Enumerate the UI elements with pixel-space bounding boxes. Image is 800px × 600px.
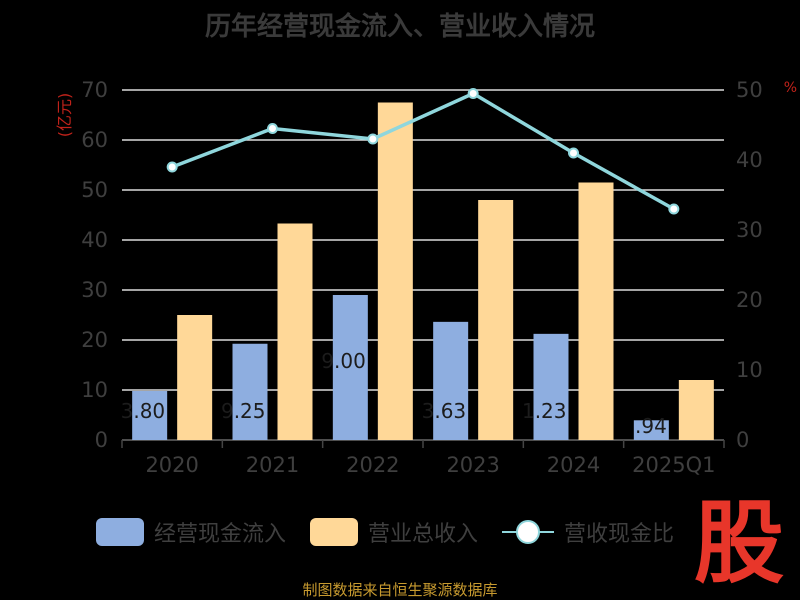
- line-ratio: [171, 91, 675, 211]
- data-label-cash-inflow: .94: [635, 414, 667, 438]
- bar-revenue: [478, 200, 514, 440]
- y-tick-label-left: 0: [95, 428, 108, 452]
- x-tick-label: 2025Q1: [632, 453, 715, 477]
- y-tick-label-left: 20: [81, 328, 108, 352]
- bar-cash-inflow: [633, 420, 669, 440]
- legend-label-cash-inflow: 经营现金流入: [154, 522, 287, 547]
- y-tick-label-left: 60: [81, 128, 108, 152]
- data-label-cash-inflow: 3.63: [422, 399, 467, 423]
- bar-cash-inflow: [132, 391, 168, 440]
- y-tick-label-right: 0: [736, 428, 749, 452]
- y-tick-label-right: 30: [736, 218, 763, 242]
- y-tick-label-left: 50: [81, 178, 108, 202]
- bar-cash-inflow: [232, 343, 268, 440]
- data-label-cash-inflow: 9.00: [321, 349, 366, 373]
- legend-swatch-ratio: [502, 518, 555, 546]
- x-tick-label: 2023: [446, 453, 499, 477]
- legend-label-ratio: 营收现金比: [564, 522, 675, 547]
- y-tick-label-right: 20: [736, 288, 763, 312]
- bar-revenue: [578, 182, 614, 440]
- data-label-cash-inflow: 3.80: [121, 399, 166, 423]
- data-label-cash-inflow: 1.23: [522, 399, 567, 423]
- legend-item-cash-inflow: 经营现金流入: [96, 516, 286, 548]
- y-tick-label-left: 10: [81, 378, 108, 402]
- bar-revenue: [678, 380, 714, 440]
- point-ratio: [568, 147, 579, 159]
- x-tick-label: 2020: [145, 453, 198, 477]
- bar-cash-inflow: [533, 333, 569, 440]
- legend-label-revenue: 营业总收入: [368, 522, 479, 547]
- bar-revenue: [177, 315, 213, 440]
- y-tick-label-left: 30: [81, 278, 108, 302]
- legend: 经营现金流入 营业总收入 营收现金比: [96, 516, 698, 548]
- legend-item-ratio: 营收现金比: [502, 516, 674, 548]
- y-axis-title-right: %: [784, 80, 797, 96]
- point-ratio: [467, 88, 479, 99]
- y-tick-label-right: 40: [736, 148, 763, 172]
- logo-stamp: 股: [694, 491, 784, 596]
- point-ratio: [367, 133, 379, 145]
- x-tick-label: 2024: [547, 453, 600, 477]
- x-tick-label: 2021: [246, 453, 299, 477]
- point-ratio: [166, 161, 178, 173]
- y-tick-label-right: 10: [736, 358, 763, 382]
- bar-cash-inflow: [332, 295, 368, 440]
- y-axis-title-left: (亿元): [55, 93, 74, 138]
- bar-revenue: [277, 223, 313, 440]
- data-label-cash-inflow: 9.25: [221, 399, 266, 423]
- x-tick-label: 2022: [346, 453, 399, 477]
- legend-swatch-revenue: [310, 518, 359, 546]
- chart-title: 历年经营现金流入、营业收入情况: [204, 12, 595, 42]
- bar-revenue: [377, 102, 413, 440]
- point-ratio: [267, 123, 278, 134]
- y-tick-label-left: 70: [81, 78, 108, 102]
- bar-cash-inflow: [433, 321, 469, 440]
- y-tick-label-right: 50: [736, 78, 763, 102]
- y-tick-label-left: 40: [81, 228, 108, 252]
- source-footer: 制图数据来自恒生聚源数据库: [302, 581, 498, 599]
- legend-item-revenue: 营业总收入: [310, 516, 478, 548]
- legend-swatch-cash-inflow: [96, 518, 144, 546]
- point-ratio: [668, 203, 680, 215]
